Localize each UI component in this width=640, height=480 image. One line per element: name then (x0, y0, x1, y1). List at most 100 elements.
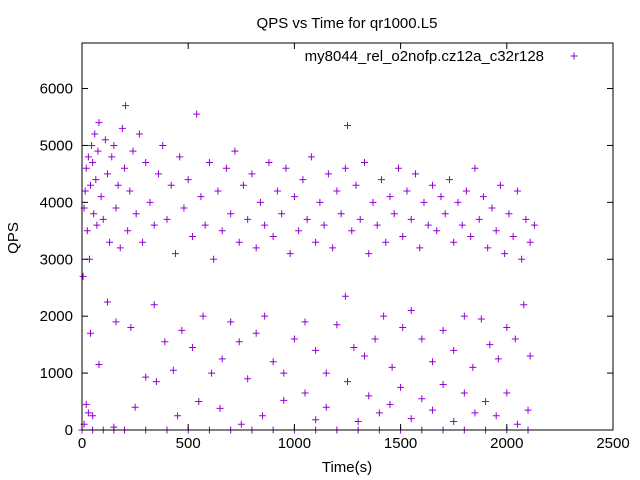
data-point (375, 409, 383, 417)
data-point (437, 193, 445, 201)
data-point (341, 164, 349, 172)
data-point (312, 416, 320, 424)
data-point (280, 369, 288, 377)
data-point (146, 198, 154, 206)
data-point (89, 159, 97, 167)
data-point (174, 412, 182, 420)
data-point (126, 187, 134, 195)
data-point (216, 404, 224, 412)
data-point (450, 346, 458, 354)
data-point (420, 198, 428, 206)
data-point (462, 187, 470, 195)
data-point (256, 198, 264, 206)
data-point (218, 227, 226, 235)
data-point (471, 409, 479, 417)
data-point (154, 170, 162, 178)
x-tick-label: 0 (78, 435, 86, 452)
data-point (424, 221, 432, 229)
data-point (316, 198, 324, 206)
data-point (290, 193, 298, 201)
data-point (333, 321, 341, 329)
data-point (248, 170, 256, 178)
data-point (81, 187, 89, 195)
data-point (526, 238, 534, 246)
data-point (89, 412, 97, 420)
data-point (167, 181, 175, 189)
data-point (496, 181, 504, 189)
data-point (439, 380, 447, 388)
data-point (261, 221, 269, 229)
data-point (193, 110, 201, 118)
data-point (513, 187, 521, 195)
data-point (486, 341, 494, 349)
data-point (103, 298, 111, 306)
data-point (428, 358, 436, 366)
data-point (79, 272, 87, 280)
data-point (520, 301, 528, 309)
x-tick-label: 2500 (596, 435, 629, 452)
data-point (377, 176, 385, 184)
data-point (394, 164, 402, 172)
data-point (280, 396, 288, 404)
data-point (301, 389, 309, 397)
data-point (91, 130, 99, 138)
data-point (439, 326, 447, 334)
data-point (214, 187, 222, 195)
data-point (244, 375, 252, 383)
data-point (380, 312, 388, 320)
data-point (129, 147, 137, 155)
data-point (252, 329, 260, 337)
data-point (261, 312, 269, 320)
data-point (86, 329, 94, 337)
data-point (352, 181, 360, 189)
data-point (222, 164, 230, 172)
data-point (399, 233, 407, 240)
data-point (509, 233, 517, 240)
data-point (530, 221, 538, 229)
data-point (337, 210, 345, 218)
data-point (101, 136, 109, 144)
data-point (407, 306, 415, 314)
data-point (416, 244, 424, 252)
data-point (290, 335, 298, 343)
data-point (397, 383, 405, 391)
data-point (492, 227, 500, 235)
x-tick-label: 1500 (384, 435, 417, 452)
y-tick-label: 0 (65, 422, 73, 439)
data-point (97, 193, 105, 201)
data-point (188, 343, 196, 351)
data-point (124, 227, 132, 235)
data-point (269, 233, 277, 240)
data-point (418, 335, 426, 343)
legend-marker (570, 52, 578, 60)
data-point (433, 227, 441, 235)
data-point (265, 159, 273, 167)
y-tick-label: 1000 (40, 365, 73, 382)
data-point (428, 406, 436, 414)
data-point (467, 233, 475, 240)
data-point (320, 221, 328, 229)
data-point (513, 420, 521, 428)
data-point (322, 369, 330, 377)
data-point (142, 159, 150, 167)
x-axis: 0 500 1000 1500 2000 2500 (78, 43, 630, 452)
data-point (524, 406, 532, 414)
data-point (201, 221, 209, 229)
data-point (282, 164, 290, 172)
data-point (441, 210, 449, 218)
data-point (116, 244, 124, 252)
data-point (365, 392, 373, 400)
data-point (188, 233, 196, 240)
data-point (450, 238, 458, 246)
data-point (403, 187, 411, 195)
data-point (171, 250, 179, 258)
data-point (295, 227, 303, 235)
data-point (139, 238, 147, 246)
data-point (120, 164, 128, 172)
data-point (503, 389, 511, 397)
data-point (269, 358, 277, 366)
legend-series-label: my8044_rel_o2nofp.cz12a_c32r128 (305, 48, 544, 65)
data-point (488, 204, 496, 212)
data-point (324, 170, 332, 178)
